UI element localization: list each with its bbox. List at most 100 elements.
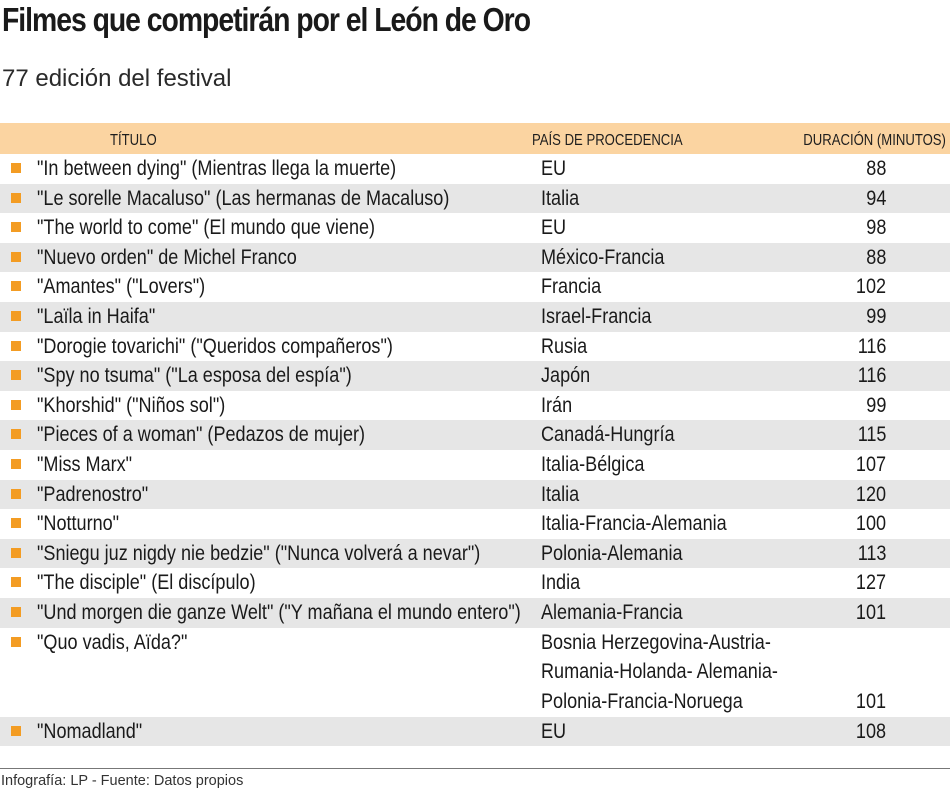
table-row: "Pieces of a woman" (Pedazos de mujer) Ca… xyxy=(0,420,950,450)
film-duration: 88 xyxy=(865,157,886,180)
table-row: "In between dying" (Mientras llega la mu… xyxy=(0,154,950,184)
square-bullet-icon xyxy=(11,310,21,321)
film-title: "Pieces of a woman" (Pedazos de mujer) xyxy=(37,423,366,447)
film-title: "Padrenostro" xyxy=(37,482,149,506)
film-duration: 115 xyxy=(857,423,886,447)
film-title: "Nomadland" xyxy=(37,719,143,743)
table-row: "Amantes" ("Lovers") Francia 102 xyxy=(0,272,950,302)
film-title: "Le sorelle Macaluso" (Las hermanas de M… xyxy=(37,186,450,210)
film-title: "Sniegu juz nigdy nie bedzie" ("Nunca vo… xyxy=(37,541,481,565)
film-duration: 116 xyxy=(857,334,886,358)
film-country: Japón xyxy=(541,364,591,388)
film-country: Bosnia Herzegovina-Austria- Rumania-Hola… xyxy=(541,630,778,713)
film-country: Israel-Francia xyxy=(541,304,652,328)
page-title: Filmes que competirán por el León de Oro xyxy=(2,1,531,38)
film-country: Italia xyxy=(541,482,580,506)
film-country: Alemania-Francia xyxy=(541,600,683,624)
column-header-duration: DURACIÓN (MINUTOS) xyxy=(803,132,946,149)
films-table: TÍTULO PAÍS DE PROCEDENCIA DURACIÓN (MIN… xyxy=(0,123,950,747)
square-bullet-icon xyxy=(11,251,21,262)
source-credit: Infografía: LP - Fuente: Datos propios xyxy=(1,773,244,789)
square-bullet-icon xyxy=(11,370,21,381)
film-country: Italia-Bélgica xyxy=(541,452,645,476)
table-row: "Notturno" Italia-Francia-Alemania 100 xyxy=(0,509,950,539)
film-title: "Khorshid" ("Niños sol") xyxy=(37,393,226,417)
film-country: EU xyxy=(541,719,567,743)
square-bullet-icon xyxy=(11,429,21,440)
square-bullet-icon xyxy=(11,725,21,736)
square-bullet-icon xyxy=(11,636,21,647)
film-country: Irán xyxy=(541,393,573,417)
film-country: Italia-Francia-Alemania xyxy=(541,512,727,536)
square-bullet-icon xyxy=(11,192,21,203)
table-row: "Khorshid" ("Niños sol") Irán 99 xyxy=(0,391,950,421)
square-bullet-icon xyxy=(11,458,21,469)
table-row: "Le sorelle Macaluso" (Las hermanas de M… xyxy=(0,183,950,214)
film-duration: 99 xyxy=(865,393,886,417)
column-header-country: PAÍS DE PROCEDENCIA xyxy=(532,132,683,149)
film-duration: 120 xyxy=(855,482,886,506)
square-bullet-icon xyxy=(11,606,21,617)
film-title: "In between dying" (Mientras llega la mu… xyxy=(37,157,397,180)
table-row: "The disciple" (El discípulo) India 127 xyxy=(0,568,950,598)
film-duration: 102 xyxy=(855,275,886,299)
film-country: EU xyxy=(541,157,567,180)
film-title: "Laïla in Haifa" xyxy=(37,304,156,328)
column-header-title: TÍTULO xyxy=(110,132,157,149)
square-bullet-icon xyxy=(11,163,21,173)
square-bullet-icon xyxy=(11,281,21,292)
film-duration: 116 xyxy=(857,364,886,388)
square-bullet-icon xyxy=(11,577,21,588)
film-title: "Miss Marx" xyxy=(37,452,133,476)
film-title: "Und morgen die ganze Welt" ("Y mañana e… xyxy=(37,600,521,624)
film-country: México-Francia xyxy=(541,245,665,269)
table-row: "Sniegu juz nigdy nie bedzie" ("Nunca vo… xyxy=(0,538,950,569)
film-title: "Amantes" ("Lovers") xyxy=(37,275,206,299)
film-country: Polonia-Alemania xyxy=(541,541,683,565)
table-row: "Padrenostro" Italia 120 xyxy=(0,479,950,510)
film-duration: 107 xyxy=(855,452,886,476)
film-duration: 94 xyxy=(865,186,886,210)
table-row: "Und morgen die ganze Welt" ("Y mañana e… xyxy=(0,597,950,628)
square-bullet-icon xyxy=(11,488,21,499)
film-title: "Quo vadis, Aïda?" xyxy=(37,630,188,654)
film-duration: 127 xyxy=(855,571,886,595)
footer-divider xyxy=(0,768,950,769)
table-row: "Nuevo orden" de Michel Franco México-Fra… xyxy=(0,242,950,273)
film-title: "Spy no tsuma" ("La esposa del espía") xyxy=(37,364,352,388)
page-subtitle: 77 edición del festival xyxy=(2,65,232,92)
film-country: Italia xyxy=(541,186,580,210)
film-duration: 99 xyxy=(865,304,886,328)
table-row: "Spy no tsuma" ("La esposa del espía") Ja… xyxy=(0,361,950,391)
film-country: EU xyxy=(541,216,567,240)
table-row: "Nomadland" EU 108 xyxy=(0,716,950,747)
square-bullet-icon xyxy=(11,222,21,233)
square-bullet-icon xyxy=(11,547,21,558)
square-bullet-icon xyxy=(11,399,21,410)
film-title: "Dorogie tovarichi" ("Queridos compañero… xyxy=(37,334,393,358)
film-title: "The world to come" (El mundo que viene) xyxy=(37,216,376,240)
film-duration: 101 xyxy=(855,600,886,624)
table-body: "In between dying" (Mientras llega la mu… xyxy=(0,154,950,747)
table-row: "Miss Marx" Italia-Bélgica 107 xyxy=(0,450,950,480)
film-country: India xyxy=(541,571,581,595)
film-duration: 113 xyxy=(857,541,886,565)
film-title: "Notturno" xyxy=(37,512,120,536)
table-row: "The world to come" (El mundo que viene)… xyxy=(0,213,950,243)
film-duration: 108 xyxy=(855,719,886,743)
film-duration: 88 xyxy=(865,245,886,269)
film-duration: 98 xyxy=(865,216,886,240)
film-title: "The disciple" (El discípulo) xyxy=(37,571,256,595)
film-title: "Nuevo orden" de Michel Franco xyxy=(37,245,297,269)
film-country: Canadá-Hungría xyxy=(541,423,675,447)
table-row: "Dorogie tovarichi" ("Queridos compañero… xyxy=(0,332,950,362)
table-row: "Laïla in Haifa" Israel-Francia 99 xyxy=(0,301,950,332)
film-duration: 101 xyxy=(855,689,886,713)
square-bullet-icon xyxy=(11,340,21,351)
film-country: Francia xyxy=(541,275,602,299)
film-duration: 100 xyxy=(855,512,886,536)
film-country: Rusia xyxy=(541,334,588,358)
square-bullet-icon xyxy=(11,518,21,529)
table-header: TÍTULO PAÍS DE PROCEDENCIA DURACIÓN (MIN… xyxy=(0,123,950,154)
table-row: "Quo vadis, Aïda?" Bosnia Herzegovina-Aus… xyxy=(0,628,950,717)
